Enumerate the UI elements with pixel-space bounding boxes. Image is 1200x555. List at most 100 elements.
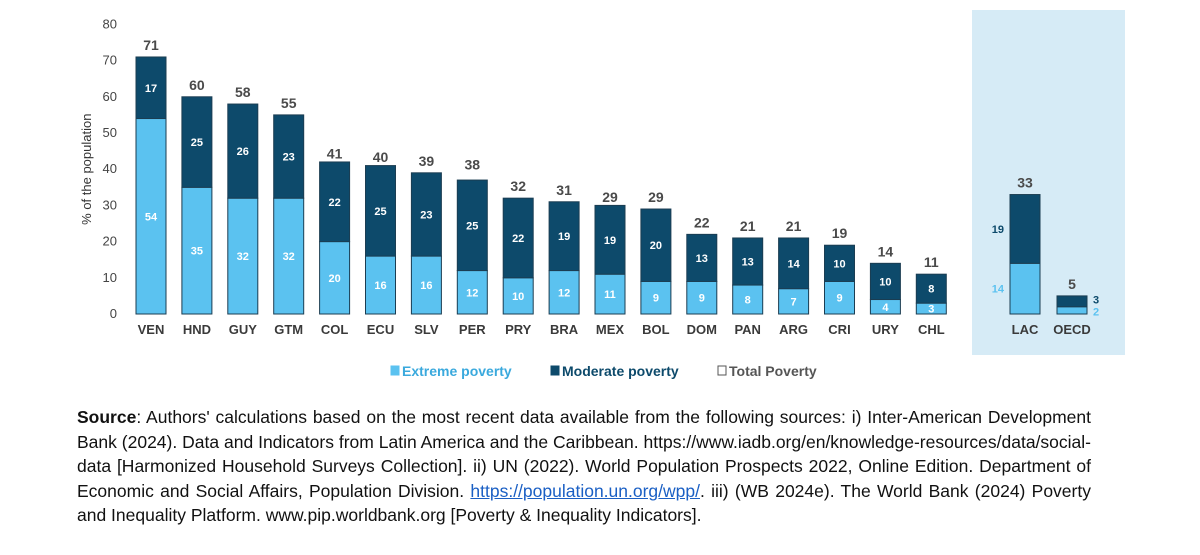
un-population-link[interactable]: https://population.un.org/wpp/ (470, 480, 700, 501)
bar-moderate-poverty (732, 237, 764, 286)
source-text: : Authors' calculations based on the mos… (77, 407, 1091, 501)
legend-label: Total Poverty (729, 363, 817, 379)
source-text-end: . iii) (WB 2024e). The World Bank (2024)… (77, 480, 1091, 526)
total-value-label: 58 (235, 84, 251, 100)
bar-extreme-poverty (1056, 306, 1088, 315)
extreme-value-label: 4 (882, 302, 889, 314)
y-tick-label: 0 (110, 306, 117, 321)
category-label: PRY (505, 322, 532, 337)
bar-extreme-poverty (410, 255, 442, 315)
y-tick-label: 50 (103, 125, 117, 140)
extreme-value-label: 16 (374, 280, 386, 292)
bar-moderate-poverty (915, 273, 947, 304)
extreme-value-label: 7 (791, 296, 797, 308)
total-value-label: 38 (465, 156, 481, 172)
total-value-label: 5 (1068, 276, 1076, 292)
moderate-value-label: 19 (992, 224, 1004, 236)
moderate-value-label: 25 (374, 206, 386, 218)
bar-extreme-poverty (273, 197, 305, 315)
extreme-value-label: 10 (512, 291, 524, 303)
legend-label: Moderate poverty (562, 363, 679, 379)
legend-label: Extreme poverty (402, 363, 512, 379)
bar-moderate-poverty (181, 96, 213, 188)
extreme-value-label: 54 (145, 211, 158, 223)
bar-moderate-poverty (869, 262, 901, 301)
moderate-value-label: 10 (879, 276, 891, 288)
total-value-label: 14 (878, 243, 894, 259)
extreme-value-label: 9 (653, 293, 659, 305)
bar-moderate-poverty (135, 56, 167, 120)
highlight-panel (972, 10, 1125, 355)
y-tick-label: 40 (103, 161, 117, 176)
bar-moderate-poverty (227, 103, 259, 199)
total-value-label: 55 (281, 95, 297, 111)
bar-extreme-poverty (456, 270, 488, 315)
total-value-label: 41 (327, 146, 343, 162)
moderate-value-label: 25 (466, 220, 478, 232)
extreme-value-label: 35 (191, 246, 203, 258)
moderate-value-label: 17 (145, 83, 157, 95)
moderate-value-label: 13 (742, 257, 754, 269)
total-value-label: 39 (419, 153, 435, 169)
category-label: CRI (828, 322, 850, 337)
category-label: CHL (918, 322, 945, 337)
category-label: PER (459, 322, 486, 337)
total-value-label: 19 (832, 225, 848, 241)
total-value-label: 40 (373, 149, 389, 165)
moderate-value-label: 26 (237, 146, 249, 158)
total-value-label: 31 (556, 182, 572, 198)
total-value-label: 71 (143, 37, 159, 53)
bar-moderate-poverty (640, 208, 672, 282)
category-label: SLV (414, 322, 439, 337)
y-tick-label: 70 (103, 53, 117, 68)
extreme-value-label: 8 (745, 295, 751, 307)
total-value-label: 11 (924, 254, 939, 270)
extreme-value-label: 9 (699, 293, 705, 305)
category-label: GUY (229, 322, 258, 337)
moderate-value-label: 23 (420, 209, 432, 221)
moderate-value-label: 14 (787, 258, 800, 270)
extreme-value-label: 12 (558, 287, 570, 299)
bar-moderate-poverty (686, 233, 718, 282)
bar-moderate-poverty (594, 204, 626, 275)
category-label: HND (183, 322, 211, 337)
bar-extreme-poverty (227, 197, 259, 315)
bar-extreme-poverty (135, 118, 167, 315)
total-value-label: 21 (740, 218, 756, 234)
total-value-label: 22 (694, 214, 710, 230)
bar-moderate-poverty (410, 172, 442, 257)
total-value-label: 21 (786, 218, 802, 234)
category-label: GTM (274, 322, 303, 337)
bar-moderate-poverty (365, 165, 396, 257)
category-label: COL (321, 322, 349, 337)
bar-extreme-poverty (686, 280, 718, 315)
bar-moderate-poverty (1009, 194, 1041, 264)
bar-moderate-poverty (778, 237, 810, 290)
y-axis-label: % of the population (79, 114, 94, 225)
bar-extreme-poverty (640, 280, 672, 315)
bar-moderate-poverty (502, 197, 534, 279)
moderate-value-label: 22 (328, 197, 340, 209)
y-tick-label: 80 (103, 16, 117, 31)
category-label: URY (872, 322, 899, 337)
legend-swatch (550, 365, 560, 376)
moderate-value-label: 3 (1093, 294, 1099, 306)
bar-moderate-poverty (1056, 295, 1088, 308)
bar-extreme-poverty (548, 270, 580, 315)
bar-moderate-poverty (824, 244, 855, 282)
extreme-value-label: 12 (466, 287, 478, 299)
total-value-label: 32 (510, 178, 526, 194)
extreme-value-label: 2 (1093, 306, 1099, 318)
bar-extreme-poverty (319, 241, 351, 315)
extreme-value-label: 3 (928, 304, 934, 316)
extreme-value-label: 20 (328, 273, 340, 285)
category-label: MEX (596, 322, 625, 337)
category-label: BRA (550, 322, 579, 337)
category-label: OECD (1053, 322, 1091, 337)
y-tick-label: 30 (103, 197, 117, 212)
bar-moderate-poverty (548, 201, 580, 272)
total-value-label: 33 (1017, 175, 1033, 191)
total-value-label: 29 (602, 189, 618, 205)
extreme-value-label: 16 (420, 280, 432, 292)
